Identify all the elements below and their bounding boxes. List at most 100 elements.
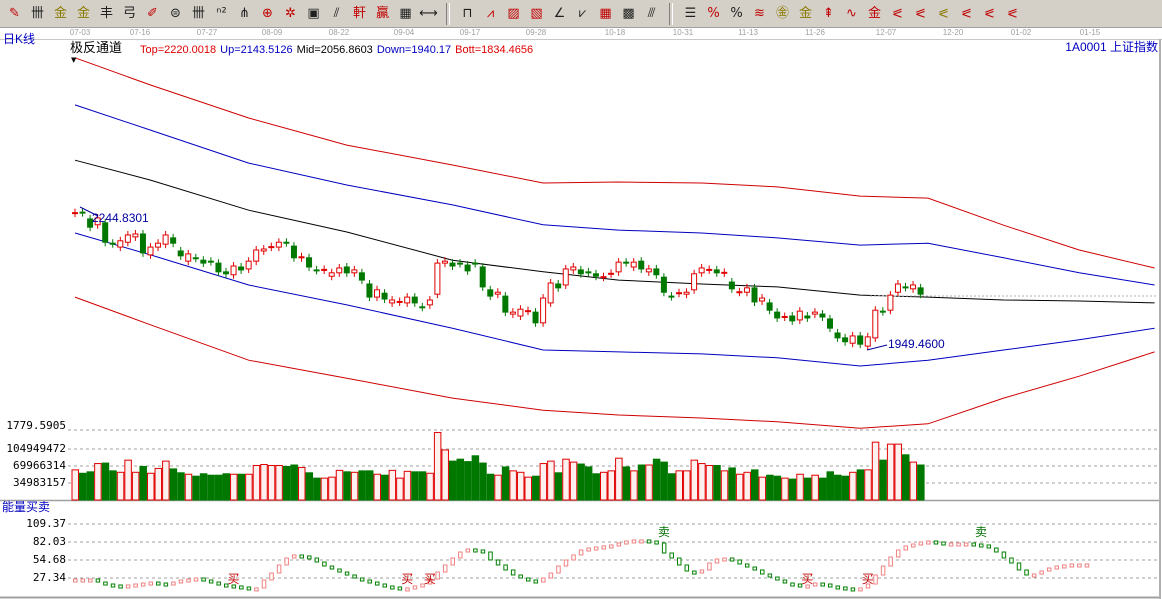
spiral-icon[interactable]: 弓 <box>122 6 136 21</box>
percent-line-icon[interactable]: % <box>707 6 720 21</box>
volume-bar <box>532 475 540 501</box>
volume-bar <box>720 470 729 501</box>
draw-pencil-icon[interactable]: ✎ <box>9 6 20 21</box>
energy-bar <box>911 543 916 548</box>
red-lines-2-icon[interactable]: ⪕ <box>984 6 995 21</box>
channel-line-down <box>74 232 1155 367</box>
golden-section-icon[interactable]: 金 <box>53 6 67 21</box>
toolbar-separator <box>669 2 673 25</box>
box-fan-icon[interactable]: ▨ <box>507 6 520 21</box>
grid-arrow-icon[interactable]: ▩ <box>622 6 635 21</box>
energy-bar <box>412 585 418 590</box>
candle-body <box>804 315 811 319</box>
candle-body <box>910 284 917 290</box>
zigzag-icon[interactable]: ⩗ <box>578 6 587 21</box>
gold-lines-icon[interactable]: 金 <box>798 6 812 21</box>
cycle-circle-icon[interactable]: ⊜ <box>170 6 181 21</box>
energy-bar <box>88 578 93 583</box>
energy-bar <box>352 574 357 579</box>
j-lines-icon[interactable]: ⪕ <box>892 6 903 21</box>
gold-box-icon[interactable]: 金 <box>867 6 881 21</box>
candle-body <box>683 291 690 295</box>
candle-body <box>736 291 743 294</box>
volume-bar <box>630 470 638 501</box>
energy-bar <box>609 544 614 549</box>
energy-bar <box>458 551 463 559</box>
angle-line-icon[interactable]: ∠ <box>553 6 566 21</box>
four-lines-icon[interactable]: ⪕ <box>1007 6 1018 21</box>
vertical-lines-icon[interactable]: 卌 <box>30 6 44 21</box>
candle-body <box>676 292 682 295</box>
red-lines-icon[interactable]: ⪕ <box>961 6 972 21</box>
gann-red-icon[interactable]: 軒 <box>352 6 366 21</box>
energy-bar <box>805 584 810 589</box>
candle-body <box>328 272 335 277</box>
box-line-icon[interactable]: ⊓ <box>462 6 473 21</box>
percent-lines-icon[interactable]: ≋ <box>754 6 765 21</box>
wave-line-icon[interactable]: ∿ <box>846 6 857 21</box>
gold-circle-icon[interactable]: ㊎ <box>775 6 789 21</box>
golden-section-2-icon[interactable]: 金 <box>76 6 90 21</box>
volume-bar <box>743 471 751 501</box>
period-lines-icon[interactable]: 卌 <box>191 6 205 21</box>
energy-bar <box>261 579 267 589</box>
indicator-menu-marker[interactable]: ▼ <box>71 56 77 64</box>
pitchfork-icon[interactable]: ⋔ <box>239 6 250 21</box>
box-fan-red-icon[interactable]: ▧ <box>530 6 543 21</box>
volume-bar <box>358 470 366 501</box>
signal-buy-label: 买 <box>228 572 240 586</box>
volume-bar <box>479 462 487 501</box>
target-circle-icon[interactable]: ⊕ <box>262 6 273 21</box>
indicator-name[interactable]: 极反通道 <box>70 40 123 55</box>
energy-panel-title[interactable]: 能量买卖 <box>2 500 51 514</box>
square-target-icon[interactable]: ▣ <box>307 6 320 21</box>
energy-axis-label: 27.34 <box>32 571 66 584</box>
candle-body <box>766 302 773 311</box>
candle-body <box>132 233 139 238</box>
calendar-grid-icon[interactable]: ▦ <box>399 6 412 21</box>
candle-body <box>645 268 652 273</box>
f-lines-icon[interactable]: ⪕ <box>915 6 926 21</box>
period-label[interactable]: 日K线 <box>3 32 36 46</box>
horizontal-measure-icon[interactable]: ⟷ <box>419 6 438 21</box>
param-down: Down=1940.17 <box>376 44 452 56</box>
gann-box-icon[interactable]: 贏 <box>375 6 389 21</box>
grid-icon[interactable]: ▦ <box>599 6 612 21</box>
candle-body <box>192 257 199 260</box>
candle-body <box>698 267 705 274</box>
energy-bar <box>526 577 531 582</box>
energy-bar <box>518 574 523 579</box>
fibonacci-n2-icon[interactable]: ⁿ² <box>216 6 227 21</box>
pencil-ruler-icon[interactable]: ✐ <box>147 6 158 21</box>
star-target-icon[interactable]: ✲ <box>285 6 296 21</box>
volume-axis-label: 1779.5905 <box>6 419 66 432</box>
volume-bar <box>645 464 653 501</box>
volume-bar <box>131 471 140 501</box>
energy-bar <box>941 541 946 546</box>
volume-bar <box>396 477 404 501</box>
candle-body <box>404 296 411 304</box>
signal-buy-label: 买 <box>401 572 413 586</box>
fibonacci-lines-icon[interactable]: 丰 <box>99 6 113 21</box>
param-mid: Mid=2056.8603 <box>296 44 373 56</box>
candle-body <box>540 297 547 324</box>
percent-icon[interactable]: % <box>730 6 743 21</box>
energy-bar <box>775 576 780 581</box>
energy-bar <box>193 577 199 582</box>
candle-body <box>487 289 494 297</box>
gold-angle-icon[interactable]: ⪕ <box>938 6 949 21</box>
fan-lines-icon[interactable]: ⩘ <box>486 6 495 21</box>
energy-bar <box>314 557 320 563</box>
level-lines-icon[interactable]: ☰ <box>684 6 697 21</box>
candle-body <box>864 336 871 347</box>
parallel-diagonal-icon[interactable]: ⫻ <box>647 6 656 21</box>
speed-lines-icon[interactable]: ⫽ <box>333 6 340 21</box>
candle-body <box>751 287 758 303</box>
volume-bar <box>788 478 797 501</box>
candle-body <box>615 261 622 273</box>
candle-body <box>366 283 373 298</box>
arrow-pen-icon[interactable]: ⇞ <box>823 6 834 21</box>
volume-bar <box>607 470 616 501</box>
energy-bar <box>420 583 425 588</box>
